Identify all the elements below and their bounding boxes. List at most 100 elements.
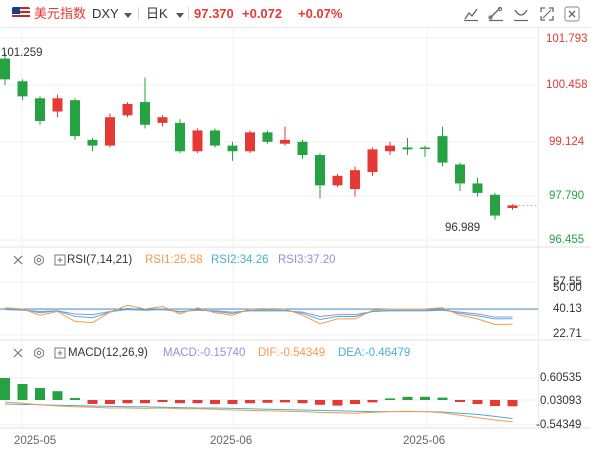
- macd-bar: [367, 400, 378, 403]
- axis-label: 101.793: [546, 33, 588, 45]
- macd-bar: [420, 396, 430, 400]
- candle-body: [297, 141, 308, 156]
- interval-label[interactable]: 日K: [146, 6, 168, 21]
- candle-body: [420, 147, 430, 149]
- symbol-name[interactable]: 美元指数: [34, 6, 87, 21]
- macd-bar: [437, 397, 448, 400]
- symbol-dropdown-icon[interactable]: [120, 7, 132, 23]
- macd-bar: [350, 400, 360, 404]
- macd-bar: [315, 400, 325, 405]
- candle-body: [0, 58, 10, 80]
- rsi2-value: RSI2:34.26: [211, 254, 269, 266]
- low-price-label: 96.989: [445, 222, 481, 234]
- candle-body: [17, 81, 28, 97]
- macd-bar: [472, 400, 483, 404]
- us-flag-icon: [12, 7, 30, 19]
- axis-label: 40.13: [553, 303, 582, 315]
- rsi-title: RSI(7,14,21): [67, 254, 133, 266]
- macd-bar: [210, 400, 220, 404]
- candle-body: [35, 98, 45, 121]
- candle-body: [385, 145, 395, 152]
- candle-body: [280, 139, 290, 144]
- macd-bar: [192, 400, 203, 404]
- dea-value: DEA:-0.46479: [338, 347, 411, 359]
- axis-label: 57.55: [553, 276, 582, 288]
- candle-body: [227, 145, 238, 152]
- high-price-label: 101.259: [1, 47, 43, 59]
- price-change: +0.072: [242, 6, 283, 21]
- rsi1-value: RSI1:25.58: [145, 254, 203, 266]
- fullscreen-icon[interactable]: [538, 5, 556, 23]
- price-change-pct: +0.07%: [298, 6, 343, 21]
- axis-label: 0.60535: [540, 372, 582, 384]
- candle-body: [210, 130, 220, 146]
- candle-body: [262, 132, 273, 142]
- axis-label: 22.71: [553, 328, 582, 340]
- macd-bar: [490, 400, 500, 406]
- candle-body: [350, 170, 360, 190]
- candle-body: [105, 117, 115, 146]
- macd-bar: [297, 400, 308, 404]
- hide-icon[interactable]: [12, 254, 24, 266]
- macd-bar: [332, 400, 343, 406]
- macd-bar: [262, 400, 273, 403]
- close-icon[interactable]: [563, 5, 581, 23]
- macd-bar: [227, 400, 238, 404]
- expand-icon[interactable]: [54, 347, 66, 359]
- axis-label: 96.455: [549, 234, 585, 246]
- candle-body: [507, 205, 518, 209]
- axis-label: 50.00: [553, 282, 582, 294]
- candle-body: [52, 98, 63, 112]
- macd-bar: [0, 378, 10, 400]
- rsi-line-rsi2: [4, 307, 513, 321]
- candle-body: [245, 132, 255, 152]
- axis-label: 100.458: [546, 79, 588, 91]
- symbol-code[interactable]: DXY: [92, 6, 119, 21]
- macd-bar: [455, 400, 465, 402]
- macd-bar: [140, 400, 150, 404]
- candle-body: [332, 175, 343, 186]
- expand-icon[interactable]: [54, 254, 66, 266]
- macd-bar: [280, 400, 290, 403]
- macd-bar: [70, 398, 80, 400]
- candle-body: [437, 136, 448, 163]
- candle-body: [87, 139, 98, 146]
- candle-body: [70, 100, 80, 137]
- candle-body: [175, 122, 185, 152]
- price-chart[interactable]: [0, 28, 591, 457]
- macd-bar: [245, 400, 255, 404]
- toolbar: 美元指数 DXY 日K 97.370 +0.072 +0.07%: [0, 0, 591, 28]
- candle-body: [455, 164, 465, 184]
- candle-body: [192, 130, 203, 152]
- drawing-icon[interactable]: [487, 5, 505, 23]
- compare-icon[interactable]: [512, 5, 530, 23]
- macd-bar: [507, 400, 518, 407]
- x-tick-label: 2025-06: [403, 435, 446, 447]
- macd-value: MACD:-0.15740: [163, 347, 246, 359]
- axis-label: 97.790: [549, 190, 585, 202]
- macd-bar: [17, 384, 28, 400]
- indicator-icon[interactable]: [462, 5, 480, 23]
- candle-body: [140, 102, 150, 125]
- candle-body: [315, 155, 325, 186]
- axis-label: -0.54349: [536, 419, 582, 431]
- settings-icon[interactable]: [33, 347, 45, 359]
- settings-icon[interactable]: [33, 254, 45, 266]
- hide-icon[interactable]: [12, 347, 24, 359]
- candle-body: [472, 183, 483, 193]
- candle-body: [490, 194, 500, 216]
- macd-title: MACD(12,26,9): [68, 347, 148, 359]
- macd-bar: [157, 400, 168, 402]
- candle-body: [402, 147, 413, 150]
- macd-bar: [35, 388, 45, 400]
- interval-dropdown-icon[interactable]: [172, 7, 184, 23]
- last-price: 97.370: [194, 6, 234, 21]
- macd-bar: [87, 400, 98, 404]
- candle-body: [157, 117, 168, 123]
- macd-bar: [105, 400, 115, 404]
- axis-label: 0.03093: [540, 395, 582, 407]
- dea-line: [4, 403, 513, 420]
- rsi-line-rsi1: [4, 304, 513, 326]
- macd-bar: [175, 400, 185, 404]
- macd-bar: [402, 396, 413, 400]
